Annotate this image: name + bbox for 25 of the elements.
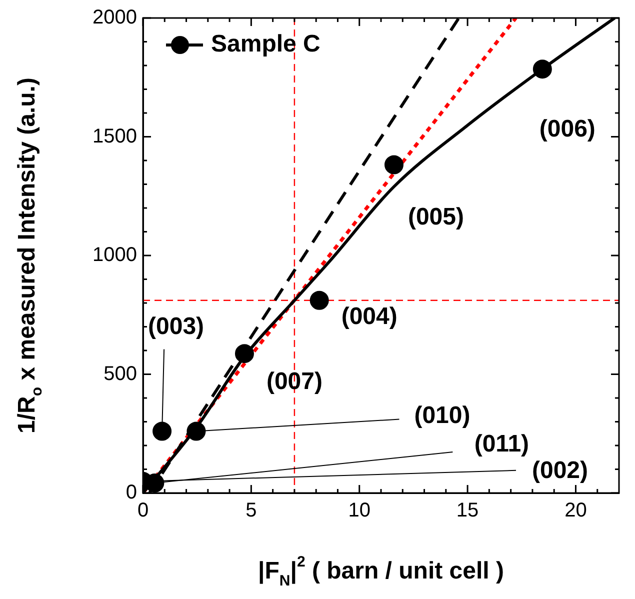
point	[310, 290, 329, 310]
point	[234, 344, 254, 364]
x-tick-label: 5	[246, 500, 257, 522]
annotation: (002)	[532, 456, 588, 484]
annotation: (005)	[408, 203, 464, 230]
y-tick-label: 500	[104, 362, 137, 385]
y-tick-label: 1500	[92, 125, 137, 148]
annotation: (011)	[474, 430, 530, 458]
annotation: (004)	[341, 303, 398, 330]
annotation: (010)	[414, 402, 470, 429]
y-axis-title: 1/Ro x measured Intensity (a.u.)	[14, 78, 46, 434]
point	[532, 60, 552, 79]
point	[186, 422, 206, 441]
annotation: (003)	[148, 312, 204, 340]
point	[152, 422, 172, 441]
x-tick-label: 10	[348, 500, 370, 522]
y-tick-label: 0	[126, 482, 137, 504]
y-tick-label: 2000	[92, 6, 137, 29]
point	[384, 155, 404, 174]
annotation: (007)	[266, 368, 322, 396]
x-tick-label: 20	[564, 500, 587, 522]
y-tick-label: 1000	[92, 244, 137, 266]
legend-label: Sample C	[211, 30, 320, 58]
annotation: (006)	[539, 116, 596, 143]
x-tick-label: 15	[456, 500, 479, 522]
